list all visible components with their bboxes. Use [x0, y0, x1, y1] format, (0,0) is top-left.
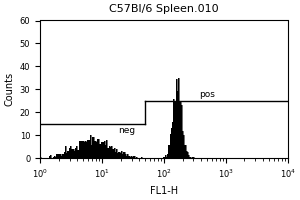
Title: C57Bl/6 Spleen.010: C57Bl/6 Spleen.010	[109, 4, 219, 14]
X-axis label: FL1-H: FL1-H	[150, 186, 178, 196]
Text: neg: neg	[118, 126, 135, 135]
Text: pos: pos	[199, 90, 215, 99]
Y-axis label: Counts: Counts	[4, 72, 14, 106]
